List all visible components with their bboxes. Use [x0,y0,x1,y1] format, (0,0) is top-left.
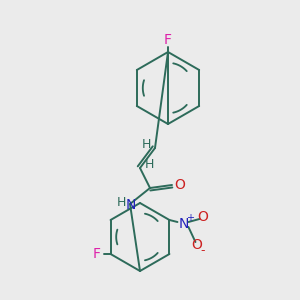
Text: H: H [141,139,151,152]
Text: N: N [126,198,136,212]
Text: N: N [178,217,189,231]
Text: O: O [197,210,208,224]
Text: F: F [164,33,172,47]
Text: H: H [144,158,154,172]
Text: H: H [116,196,126,209]
Text: F: F [93,247,101,261]
Text: +: + [186,213,194,223]
Text: O: O [175,178,185,192]
Text: O: O [191,238,202,252]
Text: -: - [200,244,205,257]
